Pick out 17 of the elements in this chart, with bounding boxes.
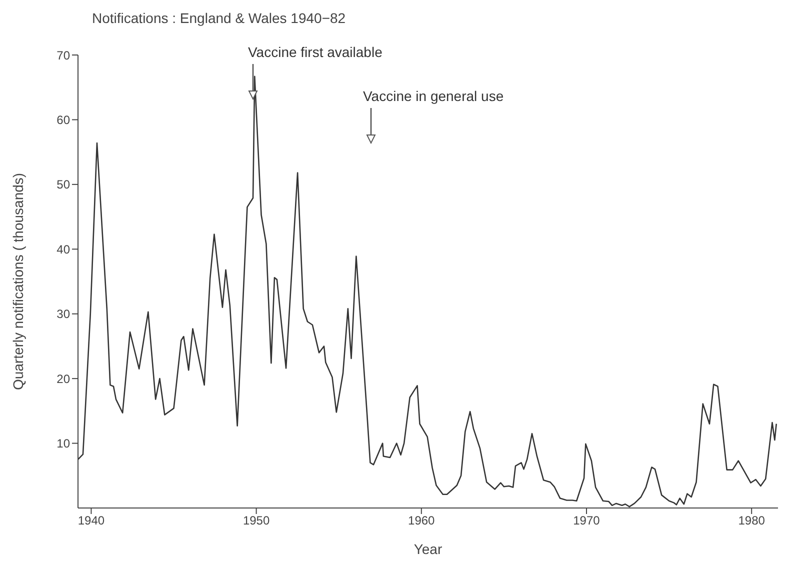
y-axis-title: Quarterly notifications ( thousands)	[10, 172, 26, 390]
x-tick-label: 1940	[78, 514, 105, 528]
x-tick-label: 1960	[408, 514, 436, 528]
annotation: Vaccine first available	[248, 44, 382, 60]
y-tick-label: 70	[56, 48, 70, 62]
annotation: Vaccine in general use	[363, 88, 504, 104]
y-tick-label: 20	[56, 372, 70, 386]
y-tick-label: 40	[56, 242, 70, 256]
x-axis-title: Year	[414, 541, 442, 557]
x-tick-label: 1950	[242, 514, 270, 528]
y-tick-label: 60	[56, 112, 70, 127]
chart-title: Notifications : England & Wales 1940−82	[92, 10, 346, 26]
y-tick-label: 10	[56, 436, 70, 451]
x-tick-label: 1970	[573, 514, 600, 528]
y-tick-label: 30	[56, 307, 70, 322]
x-tick-label: 1980	[738, 514, 766, 528]
y-tick-label: 50	[56, 178, 70, 192]
